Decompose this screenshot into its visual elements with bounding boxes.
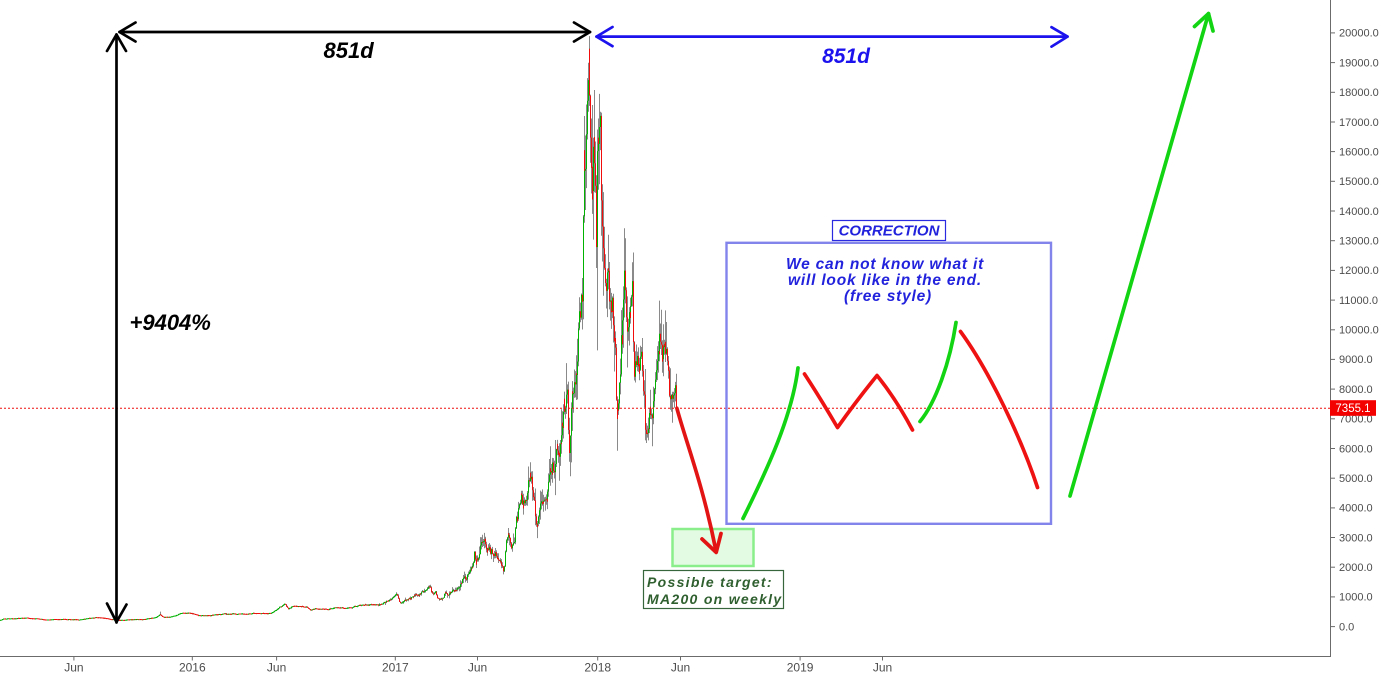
svg-text:(free style): (free style) bbox=[844, 288, 932, 305]
svg-text:2017: 2017 bbox=[382, 661, 409, 675]
svg-text:1000.0: 1000.0 bbox=[1339, 592, 1373, 604]
svg-text:16000.0: 16000.0 bbox=[1339, 146, 1379, 158]
svg-text:We can not know what it: We can not know what it bbox=[786, 256, 984, 273]
svg-text:6000.0: 6000.0 bbox=[1339, 443, 1373, 455]
svg-text:14000.0: 14000.0 bbox=[1339, 206, 1379, 218]
svg-text:Jun: Jun bbox=[64, 661, 83, 675]
svg-text:2016: 2016 bbox=[179, 661, 206, 675]
svg-text:5000.0: 5000.0 bbox=[1339, 473, 1373, 485]
svg-text:3000.0: 3000.0 bbox=[1339, 532, 1373, 544]
svg-text:Possible target:: Possible target: bbox=[647, 574, 773, 590]
svg-text:Jun: Jun bbox=[873, 661, 892, 675]
svg-text:0.0: 0.0 bbox=[1339, 621, 1354, 633]
svg-text:CORRECTION: CORRECTION bbox=[839, 223, 941, 240]
svg-text:will look like in the end.: will look like in the end. bbox=[788, 272, 982, 289]
svg-text:12000.0: 12000.0 bbox=[1339, 265, 1379, 277]
svg-text:MA200 on weekly: MA200 on weekly bbox=[647, 591, 782, 607]
svg-text:8000.0: 8000.0 bbox=[1339, 384, 1373, 396]
svg-text:+9404%: +9404% bbox=[130, 310, 211, 335]
svg-text:4000.0: 4000.0 bbox=[1339, 503, 1373, 515]
svg-text:2000.0: 2000.0 bbox=[1339, 562, 1373, 574]
svg-text:17000.0: 17000.0 bbox=[1339, 117, 1379, 129]
svg-text:7355.1: 7355.1 bbox=[1335, 403, 1370, 415]
svg-text:Jun: Jun bbox=[468, 661, 487, 675]
svg-text:851d: 851d bbox=[324, 38, 375, 63]
svg-text:20000.0: 20000.0 bbox=[1339, 28, 1379, 40]
svg-text:Jun: Jun bbox=[671, 661, 690, 675]
svg-text:13000.0: 13000.0 bbox=[1339, 236, 1379, 248]
svg-text:7000.0: 7000.0 bbox=[1339, 414, 1373, 426]
svg-text:19000.0: 19000.0 bbox=[1339, 57, 1379, 69]
svg-text:11000.0: 11000.0 bbox=[1339, 295, 1378, 307]
svg-text:Jun: Jun bbox=[267, 661, 286, 675]
svg-text:15000.0: 15000.0 bbox=[1339, 176, 1379, 188]
svg-text:9000.0: 9000.0 bbox=[1339, 354, 1373, 366]
svg-text:18000.0: 18000.0 bbox=[1339, 87, 1379, 99]
svg-text:2019: 2019 bbox=[787, 661, 814, 675]
svg-text:851d: 851d bbox=[822, 45, 871, 68]
svg-text:2018: 2018 bbox=[584, 661, 611, 675]
svg-text:10000.0: 10000.0 bbox=[1339, 325, 1379, 337]
